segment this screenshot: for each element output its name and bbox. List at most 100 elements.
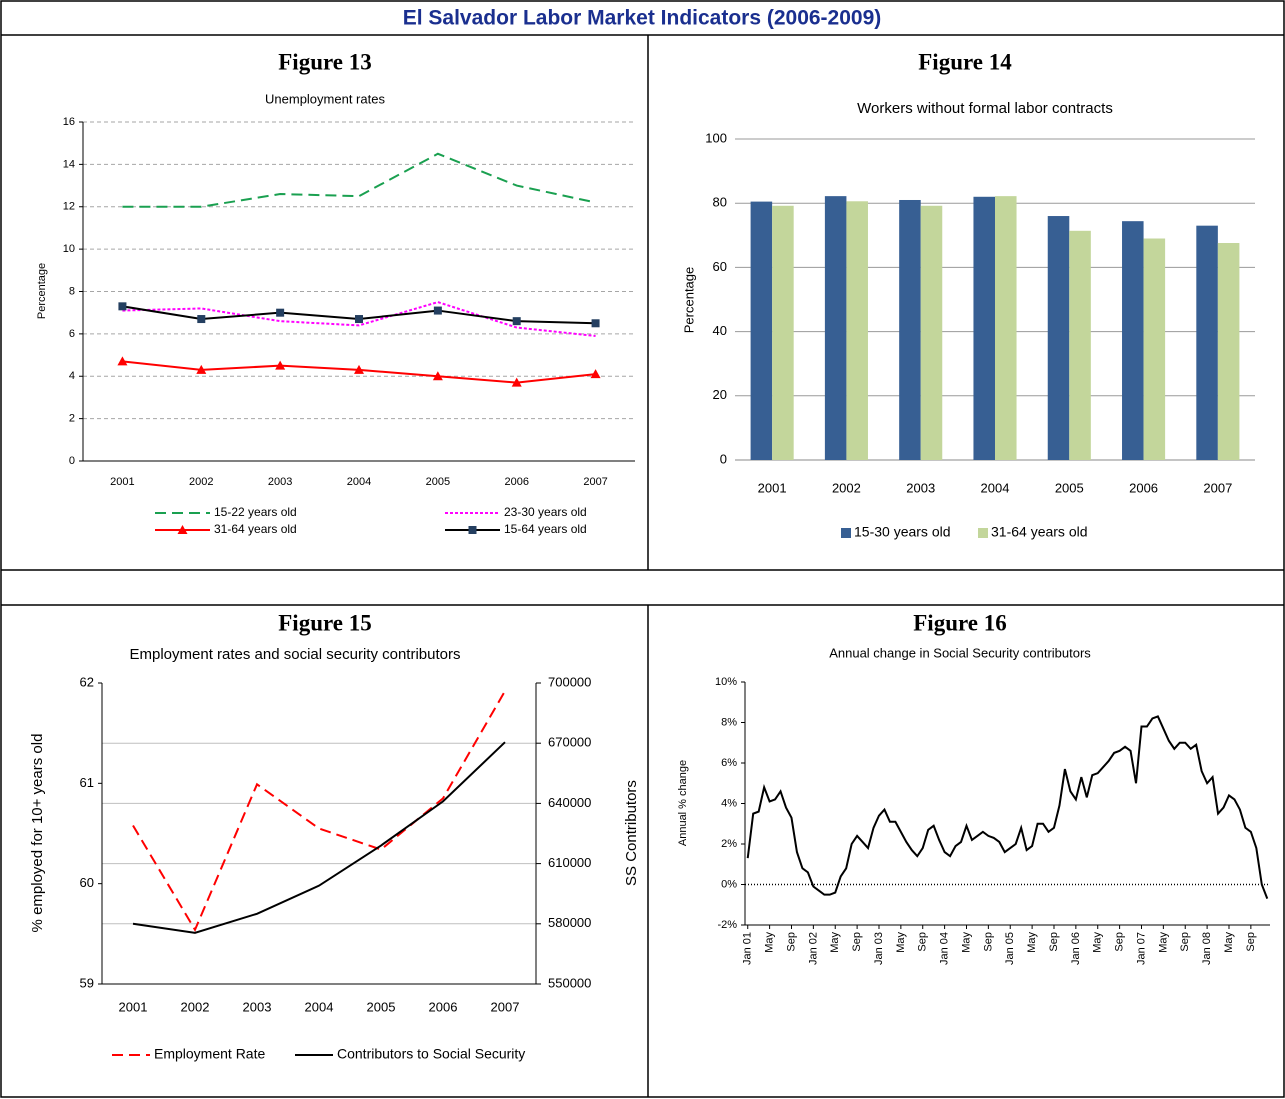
y-tick-label: 2% <box>721 838 737 850</box>
x-tick-label: May <box>1026 932 1038 953</box>
marker <box>432 371 443 381</box>
y-tick-label: 8% <box>721 716 737 728</box>
y-tick-label: 2 <box>69 413 75 425</box>
series-line <box>122 301 596 337</box>
marker <box>591 319 600 328</box>
x-tick-label: Sep <box>785 932 797 952</box>
y-tick-label: 40 <box>713 323 727 338</box>
y2-tick-label: 700000 <box>548 674 591 689</box>
y-tick-label: 60 <box>713 259 727 274</box>
legend-label: 15-64 years old <box>504 522 587 536</box>
bar <box>846 201 868 461</box>
bar <box>1122 221 1144 460</box>
page-title: El Salvador Labor Market Indicators (200… <box>403 7 882 30</box>
x-tick-label: 2006 <box>504 476 528 488</box>
y-tick-label: 60 <box>80 875 94 890</box>
bar <box>920 205 943 460</box>
y-tick-label: 6% <box>721 757 737 769</box>
y-axis-label: % employed for 10+ years old <box>29 734 46 933</box>
y-axis-label: Percentage <box>36 263 48 319</box>
legend-swatch <box>978 528 988 538</box>
y-tick-label: 6 <box>69 328 75 340</box>
bar <box>1047 216 1070 460</box>
series-line <box>132 741 506 934</box>
x-tick-label: Sep <box>1114 932 1126 952</box>
x-tick-label: 2003 <box>243 999 272 1014</box>
bar <box>973 196 995 460</box>
marker <box>275 360 286 370</box>
x-tick-label: 2004 <box>305 999 334 1014</box>
figure-label: Figure 15 <box>278 610 371 635</box>
figure-label: Figure 16 <box>913 610 1006 635</box>
y-tick-label: 4 <box>69 370 75 382</box>
y-tick-label: 12 <box>63 201 75 213</box>
x-tick-label: 2002 <box>189 476 213 488</box>
y-tick-label: 20 <box>713 387 727 402</box>
x-tick-label: Jan 08 <box>1201 932 1213 965</box>
x-tick-label: Jan 02 <box>807 932 819 965</box>
y-tick-label: 14 <box>63 158 75 170</box>
x-tick-label: May <box>829 932 841 953</box>
x-tick-label: 2007 <box>583 476 607 488</box>
chart-title: Workers without formal labor contracts <box>857 100 1113 117</box>
legend-label: Employment Rate <box>154 1046 265 1062</box>
x-tick-label: 2001 <box>758 480 787 495</box>
x-tick-label: 2001 <box>119 999 148 1014</box>
bar <box>1196 225 1218 460</box>
x-tick-label: May <box>1092 932 1104 953</box>
y-tick-label: 61 <box>80 775 94 790</box>
y-tick-label: 10 <box>63 243 75 255</box>
bar <box>750 201 773 460</box>
marker <box>177 525 188 534</box>
marker <box>433 306 442 315</box>
marker <box>512 317 521 326</box>
x-tick-label: 2001 <box>110 476 134 488</box>
y-tick-label: 4% <box>721 797 737 809</box>
bar <box>899 199 921 461</box>
chart-title: Unemployment rates <box>265 91 385 106</box>
y-tick-label: 100 <box>705 130 727 145</box>
x-tick-label: May <box>1157 932 1169 953</box>
x-tick-label: 2005 <box>1055 480 1084 495</box>
y2-tick-label: 670000 <box>548 735 591 750</box>
x-tick-label: May <box>895 932 907 953</box>
figure-label: Figure 14 <box>918 49 1012 74</box>
legend-swatch <box>841 528 851 538</box>
x-tick-label: 2005 <box>426 476 450 488</box>
marker <box>590 369 601 379</box>
x-tick-label: 2002 <box>181 999 210 1014</box>
y-tick-label: -2% <box>717 919 737 931</box>
y-tick-label: 62 <box>80 674 94 689</box>
x-tick-label: May <box>1223 932 1235 953</box>
x-tick-label: Sep <box>917 932 929 952</box>
chart-title: Annual change in Social Security contrib… <box>829 645 1091 660</box>
y2-tick-label: 640000 <box>548 795 591 810</box>
marker <box>468 526 477 534</box>
series-line <box>132 690 506 933</box>
x-tick-label: Sep <box>851 932 863 952</box>
marker <box>354 364 364 374</box>
x-tick-label: 2002 <box>832 480 861 495</box>
x-tick-label: 2007 <box>1203 480 1232 495</box>
y-tick-label: 59 <box>80 975 94 990</box>
y2-tick-label: 610000 <box>548 855 591 870</box>
x-tick-label: 2006 <box>1129 480 1158 495</box>
x-tick-label: Jan 07 <box>1135 932 1147 965</box>
legend-label: 31-64 years old <box>991 524 1088 540</box>
series-line <box>122 152 596 208</box>
bar <box>1143 238 1166 460</box>
x-tick-label: 2007 <box>491 999 520 1014</box>
marker <box>355 315 363 324</box>
x-tick-label: May <box>960 932 972 953</box>
bar <box>1217 243 1240 460</box>
bar <box>824 196 847 460</box>
x-tick-label: 2003 <box>268 476 292 488</box>
x-tick-label: Jan 01 <box>742 932 754 965</box>
x-tick-label: Sep <box>1179 932 1191 952</box>
legend-label: 23-30 years old <box>504 505 587 519</box>
y-tick-label: 10% <box>715 676 737 688</box>
y-tick-label: 0% <box>721 878 737 890</box>
x-tick-label: Jan 03 <box>873 932 885 965</box>
figure-label: Figure 13 <box>278 49 371 74</box>
